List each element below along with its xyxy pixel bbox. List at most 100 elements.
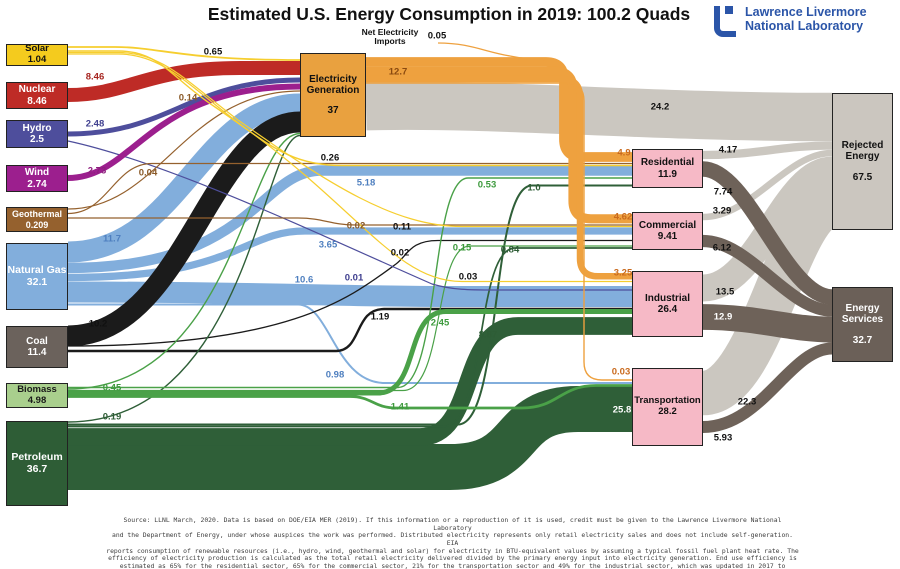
flow-commercial-to-rejected — [702, 149, 833, 221]
llnl-logo-text: Lawrence Livermore National Laboratory — [745, 5, 867, 33]
source-note-line: reports consumption of renewable resourc… — [106, 546, 799, 555]
flow-label-hydro-electricity: 2.48 — [85, 118, 105, 130]
flow-label-wind-electricity: 2.73 — [87, 165, 107, 177]
flow-label-net-electricity-imports: 0.05 — [427, 30, 447, 42]
node-natural-gas-label: Natural Gas — [7, 263, 67, 276]
node-industrial-label: Industrial — [644, 292, 690, 304]
flow-wind-to-electricity — [67, 83, 301, 181]
node-electricity-generation: Electricity Generation 37 — [300, 53, 366, 137]
flow-label-geothermal-electricity: 0.14 — [178, 92, 198, 104]
node-wind-value: 2.74 — [27, 178, 47, 190]
flow-solar-to-electricity — [68, 46, 301, 61]
node-nuclear-value: 8.46 — [27, 95, 47, 107]
flow-label-transportation-services: 5.93 — [713, 432, 733, 444]
source-note-line: Source: LLNL March, 2020. Data is based … — [123, 516, 782, 532]
node-commercial-value: 9.41 — [657, 231, 678, 242]
node-solar-value: 1.04 — [27, 54, 47, 65]
flow-label-biomass-industrial: 2.45 — [430, 317, 450, 329]
flow-biomass-to-commercial — [68, 245, 632, 392]
node-industrial: Industrial 26.4 — [632, 271, 703, 337]
node-geothermal-value: 0.209 — [25, 219, 49, 230]
node-natural-gas-value: 32.1 — [26, 275, 48, 288]
flow-label-petroleum-commercial: 0.84 — [500, 244, 520, 256]
flow-geothermal-to-residential — [67, 162, 632, 215]
node-geothermal-label: Geothermal — [11, 209, 62, 220]
flow-solar-to-residential — [68, 50, 632, 167]
flow-residential-to-rejected — [702, 141, 833, 160]
flow-label-gas-electricity: 11.7 — [103, 233, 121, 245]
flow-biomass-to-industrial — [68, 309, 632, 396]
node-solar-label: Solar — [25, 43, 49, 55]
net-electricity-imports-label: Net Electricity Imports — [361, 27, 419, 47]
flow-label-coal-commercial: 0.02 — [390, 247, 410, 259]
flow-commercial-to-services — [702, 234, 833, 317]
source-note-line: efficiency of electricity production is … — [108, 554, 797, 563]
node-coal-label: Coal — [26, 335, 48, 347]
flow-electricity-to-transportation — [366, 82, 632, 381]
node-commercial-label: Commercial — [638, 219, 697, 231]
flow-residential-to-services — [701, 161, 834, 305]
flow-label-residential-rejected: 4.17 — [718, 144, 738, 156]
flow-label-electricity-transportation: 0.03 — [611, 366, 631, 378]
flow-solar-to-industrial — [68, 53, 632, 283]
flow-label-electricity-rejected: 24.2 — [650, 101, 670, 113]
flow-label-solar-industrial: 0.03 — [458, 271, 478, 283]
source-note-line: and the Department of Energy, under whos… — [111, 531, 793, 548]
flow-coal-to-industrial — [68, 307, 632, 353]
flow-label-geothermal-residential: 0.04 — [138, 167, 158, 179]
flow-label-petroleum-industrial: 8.87 — [478, 329, 498, 341]
flow-industrial-to-services — [702, 304, 833, 343]
flow-transportation-to-services — [702, 342, 833, 433]
node-biomass-label: Biomass — [17, 383, 57, 395]
node-electricity-generation-value: 37 — [327, 105, 339, 117]
flow-natural-gas-to-commercial — [67, 227, 632, 282]
flow-petroleum-to-electricity — [67, 134, 301, 423]
node-rejected-energy-value: 67.5 — [852, 171, 873, 183]
flow-natural-gas-to-electricity — [67, 93, 301, 263]
node-nuclear: Nuclear 8.46 — [6, 82, 68, 109]
node-petroleum: Petroleum 36.7 — [6, 421, 68, 506]
flow-label-coal-electricity: 10.2 — [88, 318, 108, 330]
node-geothermal: Geothermal 0.209 — [6, 207, 68, 232]
flow-electricity-to-industrial — [366, 75, 632, 280]
node-biomass: Biomass 4.98 — [6, 383, 68, 408]
node-petroleum-value: 36.7 — [26, 462, 48, 475]
flow-label-industrial-services: 12.9 — [713, 311, 733, 323]
flow-label-electricity-industrial: 3.25 — [613, 267, 633, 279]
flow-nuclear-to-electricity — [67, 61, 300, 102]
flow-label-electricity-commercial: 4.62 — [613, 211, 633, 223]
flow-petroleum-to-residential — [68, 184, 632, 426]
node-residential-label: Residential — [640, 157, 695, 169]
flow-label-solar-electricity: 0.65 — [203, 46, 223, 58]
flow-label-transportation-rejected: 22.3 — [737, 396, 757, 408]
flow-label-geothermal-commercial: 0.02 — [346, 220, 366, 232]
page-title: Estimated U.S. Energy Consumption in 201… — [207, 4, 691, 24]
source-note: Source: LLNL March, 2020. Data is based … — [105, 516, 800, 569]
node-transportation: Transportation 28.2 — [632, 368, 703, 446]
node-electricity-generation-label: Electricity Generation — [306, 73, 360, 96]
flow-label-gas-commercial: 3.65 — [318, 239, 338, 251]
flow-label-hydro-industrial: 0.01 — [344, 272, 364, 284]
flow-label-petroleum-transportation: 25.8 — [612, 404, 632, 416]
flow-label-electricity-residential: 4.9 — [617, 147, 631, 159]
flow-label-biomass-commercial: 0.15 — [452, 242, 472, 254]
flow-natural-gas-to-residential — [67, 165, 632, 274]
node-coal-value: 11.4 — [27, 347, 47, 358]
node-hydro-value: 2.5 — [30, 134, 44, 145]
node-commercial: Commercial 9.41 — [632, 212, 703, 250]
node-hydro-label: Hydro — [22, 122, 52, 134]
flow-coal-to-electricity — [67, 111, 301, 347]
flow-hydro-to-industrial — [67, 140, 632, 291]
flow-label-petroleum-electricity: 0.19 — [102, 411, 122, 423]
node-natural-gas: Natural Gas 32.1 — [6, 243, 68, 310]
node-transportation-label: Transportation — [634, 395, 701, 407]
flow-label-solar-residential: 0.26 — [320, 152, 340, 164]
flow-label-biomass-transportation: 1.41 — [390, 401, 410, 413]
flow-label-residential-services: 7.74 — [713, 186, 733, 198]
node-energy-services-value: 32.7 — [852, 334, 873, 346]
flow-biomass-to-transportation — [68, 384, 632, 410]
flow-coal-to-commercial — [67, 239, 632, 347]
flow-geothermal-to-electricity — [67, 90, 301, 210]
flow-label-coal-industrial: 1.19 — [370, 311, 390, 323]
